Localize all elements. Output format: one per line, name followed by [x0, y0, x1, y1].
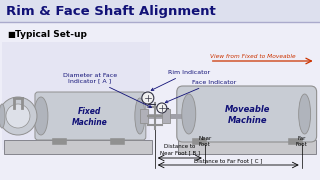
Ellipse shape [299, 94, 311, 134]
Text: Distance to Far Foot [ C ]: Distance to Far Foot [ C ] [194, 158, 262, 163]
Bar [4, 140, 152, 154]
Text: Face Indicator: Face Indicator [165, 80, 236, 103]
Circle shape [157, 103, 167, 113]
Bar [52, 138, 66, 144]
Bar [288, 138, 302, 144]
Bar [140, 109, 148, 123]
Circle shape [0, 97, 37, 135]
Text: Typical Set-up: Typical Set-up [15, 30, 87, 39]
Bar [110, 138, 124, 144]
Circle shape [142, 92, 154, 104]
Text: Near
Foot: Near Foot [198, 136, 212, 147]
Text: ■: ■ [7, 30, 15, 39]
FancyBboxPatch shape [2, 42, 150, 150]
Text: Distance to
Near Foot [ B ]: Distance to Near Foot [ B ] [160, 144, 200, 155]
Text: Moveable
Machine: Moveable Machine [225, 105, 270, 125]
Ellipse shape [182, 94, 196, 134]
Bar [192, 138, 206, 144]
Ellipse shape [0, 104, 5, 128]
Ellipse shape [34, 97, 48, 135]
Text: Rim & Face Shaft Alignment: Rim & Face Shaft Alignment [6, 5, 216, 18]
Text: View from Fixed to Moveable: View from Fixed to Moveable [210, 54, 295, 59]
Ellipse shape [135, 98, 145, 134]
Bar [0, 0, 320, 22]
Bar [178, 140, 316, 154]
Text: Diameter at Face
Indicator [ A ]: Diameter at Face Indicator [ A ] [63, 73, 151, 107]
Text: Far
Foot: Far Foot [296, 136, 308, 147]
Circle shape [6, 104, 30, 128]
Text: Rim Indicator: Rim Indicator [151, 69, 210, 90]
FancyBboxPatch shape [35, 92, 146, 140]
Text: Fixed
Machine: Fixed Machine [72, 107, 108, 127]
Bar [162, 109, 170, 123]
FancyBboxPatch shape [177, 86, 316, 142]
